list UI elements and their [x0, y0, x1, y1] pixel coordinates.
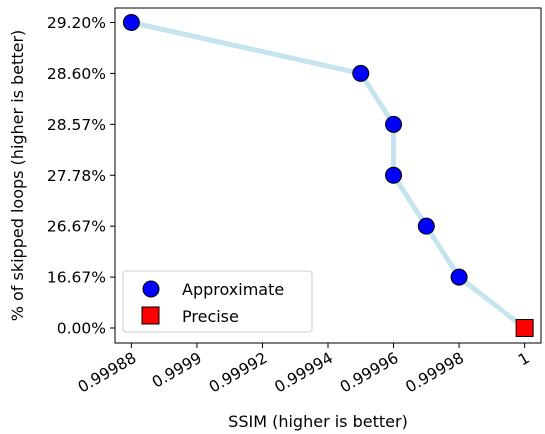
legend-box [122, 270, 313, 333]
x-axis: 0.99988 0.9999 0.99992 0.99994 0.99996 0.9999… [75, 343, 533, 397]
data-point-approximate [385, 115, 403, 133]
x-tick-label: 0.99992 [206, 349, 271, 397]
series-markers [122, 14, 534, 337]
y-tick-label: 29.20% [47, 14, 106, 32]
y-tick-label: 16.67% [47, 269, 106, 287]
data-point-approximate [417, 217, 435, 235]
x-tick-label: 0.99996 [337, 349, 402, 397]
x-axis-label: SSIM (higher is better) [228, 412, 408, 431]
data-point-approximate [352, 64, 370, 82]
legend-label-precise: Precise [182, 307, 239, 326]
x-tick-label: 0.9999 [149, 349, 205, 392]
data-point-approximate [385, 166, 403, 184]
y-tick-label: 0.00% [57, 320, 106, 338]
y-tick-label: 27.78% [47, 167, 106, 185]
legend: Approximate Precise [122, 270, 313, 333]
y-tick-label: 28.60% [47, 65, 106, 83]
x-tick-label: 1 [515, 349, 533, 370]
x-tick-label: 0.99998 [403, 349, 468, 397]
y-tick-label: 26.67% [47, 218, 106, 236]
data-point-approximate [122, 14, 140, 31]
x-tick-label: 0.99988 [75, 349, 140, 397]
y-axis-label: % of skipped loops (higher is better) [8, 30, 27, 322]
legend-marker-precise [141, 306, 160, 325]
y-axis: 0.00% 16.67% 26.67% 27.78% 28.57% 28.60% 29.20… [47, 14, 115, 338]
x-tick-label: 0.99994 [271, 349, 336, 397]
y-tick-label: 28.57% [47, 116, 106, 134]
legend-label-approximate: Approximate [182, 280, 284, 299]
data-point-precise [515, 319, 534, 337]
data-point-approximate [450, 268, 468, 286]
legend-marker-approximate [142, 280, 160, 298]
